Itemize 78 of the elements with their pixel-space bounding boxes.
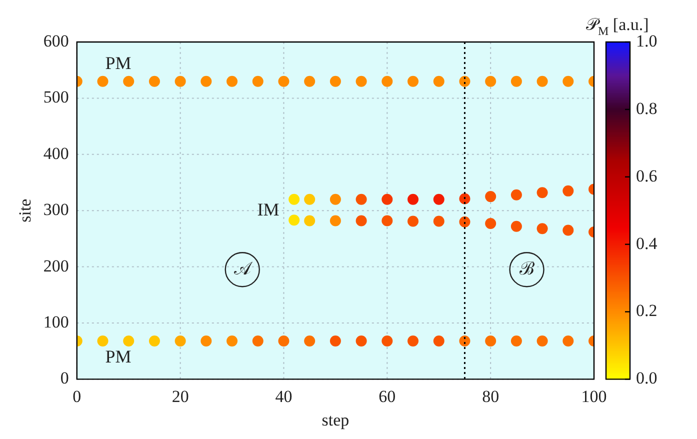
color-bar-label: 0.6	[636, 166, 658, 186]
point	[148, 335, 160, 346]
point	[485, 218, 496, 230]
point	[536, 223, 548, 234]
point	[510, 76, 522, 87]
point	[304, 335, 316, 346]
x-tick-label: 100	[581, 386, 607, 406]
color-bar-label: 0.4	[636, 234, 658, 253]
x-axis-title: step	[322, 410, 350, 430]
point	[433, 76, 444, 87]
point	[459, 335, 470, 346]
point	[408, 194, 419, 205]
y-tick-label: 400	[43, 144, 69, 163]
point	[562, 185, 574, 196]
point	[536, 335, 548, 346]
point	[97, 76, 108, 87]
point	[304, 194, 316, 205]
point	[433, 194, 444, 205]
x-tick-label: 80	[482, 386, 500, 406]
y-axis-title: site	[16, 198, 35, 222]
point	[562, 224, 574, 236]
point	[123, 335, 134, 346]
point	[459, 216, 470, 228]
point	[356, 194, 367, 205]
point	[510, 220, 522, 232]
point	[510, 335, 522, 346]
point	[382, 194, 393, 205]
point	[485, 335, 496, 346]
point	[536, 76, 548, 87]
point	[330, 76, 341, 87]
color-bar-label: 0.0	[636, 368, 658, 388]
point	[252, 76, 264, 87]
point	[459, 76, 470, 87]
point	[123, 76, 134, 87]
annotation: PM	[105, 53, 132, 74]
point	[562, 335, 574, 346]
annotation: IM	[257, 199, 280, 220]
point	[510, 189, 522, 200]
point	[200, 76, 212, 87]
annotation: ℬ	[519, 258, 536, 278]
y-tick-label: 500	[43, 88, 69, 107]
point	[356, 76, 367, 87]
point	[288, 194, 300, 205]
annotation: PM	[105, 346, 132, 367]
annotation: 𝒜	[234, 258, 253, 278]
point	[148, 76, 160, 87]
point	[278, 76, 290, 87]
y-tick-label: 0	[60, 368, 69, 388]
point	[97, 335, 108, 346]
point	[278, 335, 290, 346]
point	[536, 187, 548, 198]
y-tick-label: 100	[43, 312, 69, 332]
point	[304, 76, 316, 87]
point	[174, 335, 186, 346]
point	[304, 215, 316, 226]
y-tick-label: 600	[43, 31, 69, 50]
point	[226, 76, 238, 87]
point	[485, 76, 496, 87]
color-bar-label: 0.8	[636, 98, 658, 118]
point	[408, 76, 419, 87]
point	[288, 214, 300, 226]
x-tick-label: 60	[378, 386, 396, 406]
x-tick-label: 20	[172, 386, 189, 406]
point	[408, 216, 419, 227]
y-tick-label: 200	[43, 256, 69, 276]
y-tick-label: 300	[43, 200, 69, 220]
point	[433, 216, 444, 227]
x-tick-label: 40	[275, 386, 292, 406]
point	[485, 191, 496, 202]
x-tick-label: 0	[72, 386, 82, 406]
point	[562, 76, 574, 87]
point	[356, 215, 367, 226]
point	[382, 76, 393, 87]
color-bar-label: 0.2	[636, 301, 658, 320]
point	[252, 335, 264, 346]
point	[459, 193, 470, 204]
point	[382, 215, 393, 226]
point	[174, 76, 186, 87]
